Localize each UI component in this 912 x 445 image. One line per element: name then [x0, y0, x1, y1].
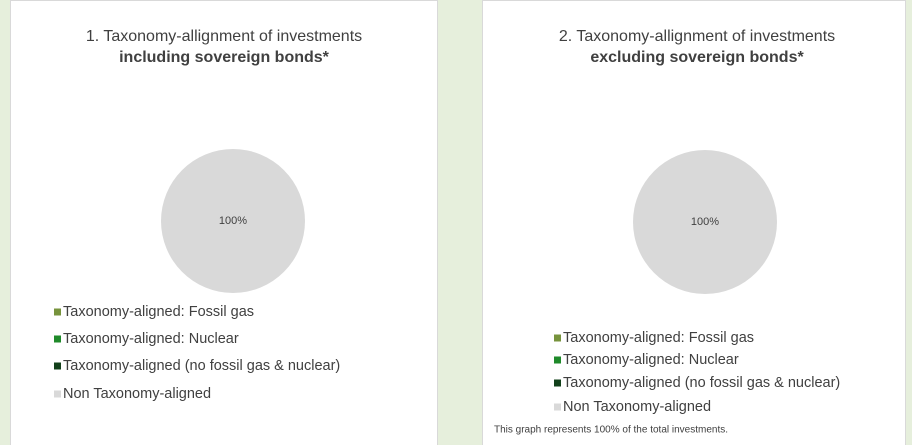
legend-label: Taxonomy-aligned: Fossil gas [563, 330, 754, 346]
legend-swatch [54, 308, 61, 316]
footnote: This graph represents 100% of the total … [494, 425, 728, 436]
chart-title: 1. Taxonomy-allignment of investments [86, 28, 362, 45]
pie-slice [633, 150, 777, 294]
legend-swatch [54, 390, 61, 398]
chart-subtitle: including sovereign bonds* [119, 49, 330, 66]
legend-swatch [554, 379, 561, 387]
pie-slice [161, 149, 305, 293]
legend-label: Non Taxonomy-aligned [63, 386, 211, 402]
chart-subtitle: excluding sovereign bonds* [590, 49, 804, 66]
legend-label: Taxonomy-aligned: Nuclear [563, 352, 739, 368]
legend-swatch [554, 403, 561, 411]
data-label: 100% [219, 215, 247, 227]
legend-label: Taxonomy-aligned (no fossil gas & nuclea… [563, 375, 840, 391]
legend-label: Taxonomy-aligned: Fossil gas [63, 304, 254, 320]
chart-title: 2. Taxonomy-allignment of investments [559, 28, 835, 45]
legend-label: Non Taxonomy-aligned [563, 399, 711, 415]
legend-label: Taxonomy-aligned (no fossil gas & nuclea… [63, 358, 340, 374]
legend-swatch [54, 335, 61, 343]
legend-swatch [554, 334, 561, 342]
legend-swatch [54, 362, 61, 370]
data-label: 100% [691, 216, 719, 228]
legend-swatch [554, 356, 561, 364]
legend-label: Taxonomy-aligned: Nuclear [63, 331, 239, 347]
